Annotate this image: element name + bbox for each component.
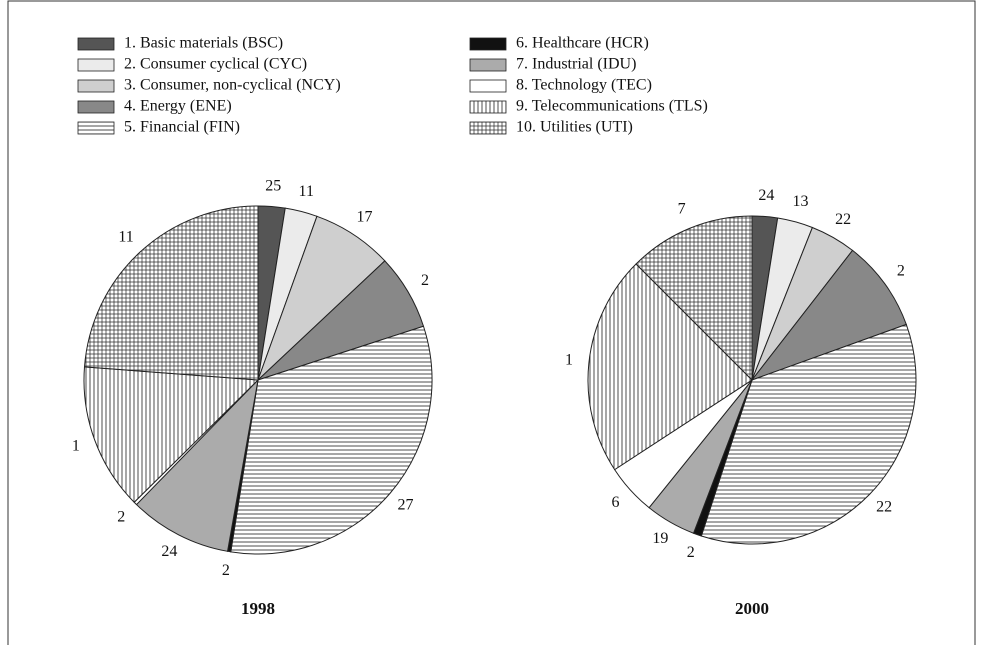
frame <box>7 0 976 645</box>
slice-label: 17 <box>357 209 373 226</box>
slice-label: 2 <box>687 544 695 561</box>
slice-label: 25 <box>265 177 281 194</box>
pie-slice <box>635 215 753 382</box>
legend-swatch <box>469 58 507 72</box>
legend-swatch <box>469 37 507 51</box>
slice-label: 7 <box>678 201 686 218</box>
legend-swatch <box>77 100 115 114</box>
legend-label: 7. Industrial (IDU) <box>516 56 636 73</box>
pie-slice <box>587 263 753 471</box>
slice-label: 1 <box>72 438 80 455</box>
pie-slice <box>700 323 917 545</box>
slice-label: 19 <box>652 530 668 547</box>
slice-label: 1 <box>565 352 573 369</box>
pie-slice <box>83 205 259 381</box>
slice-label: 13 <box>793 193 809 210</box>
pie-slice <box>135 378 259 552</box>
legend-label: 6. Healthcare (HCR) <box>516 35 649 52</box>
legend-swatch <box>77 121 115 135</box>
legend-label: 9. Telecommunications (TLS) <box>516 98 708 115</box>
legend-label: 10. Utilities (UTI) <box>516 119 633 136</box>
slice-label: 24 <box>758 187 774 204</box>
slice-label: 11 <box>118 228 133 245</box>
legend-swatch <box>469 121 507 135</box>
legend-label: 4. Energy (ENE) <box>124 98 232 115</box>
pie-slice <box>83 366 260 503</box>
slice-label: 2 <box>897 263 905 280</box>
slice-label: 2 <box>117 508 125 525</box>
pie-title: 2000 <box>735 599 769 618</box>
legend-swatch <box>469 100 507 114</box>
pie-title: 1998 <box>241 599 275 618</box>
slice-label: 11 <box>299 183 314 200</box>
slice-label: 6 <box>612 494 620 511</box>
legend-label: 5. Financial (FIN) <box>124 119 240 136</box>
legend-label: 3. Consumer, non-cyclical (NCY) <box>124 77 341 94</box>
pie-slice <box>750 249 907 382</box>
slice-label: 27 <box>398 497 414 514</box>
legend-label: 8. Technology (TEC) <box>516 77 652 94</box>
legend-label: 1. Basic materials (BSC) <box>124 35 283 52</box>
slice-label: 22 <box>835 211 851 228</box>
legend-swatch <box>77 58 115 72</box>
slice-label: 24 <box>161 543 177 560</box>
slice-label: 2 <box>222 562 230 579</box>
legend-swatch <box>469 79 507 93</box>
pie-slice <box>230 325 433 555</box>
slice-label: 2 <box>421 272 429 289</box>
slice-label: 22 <box>876 499 892 516</box>
legend-label: 2. Consumer cyclical (CYC) <box>124 56 307 73</box>
legend-swatch <box>77 79 115 93</box>
legend-swatch <box>77 37 115 51</box>
